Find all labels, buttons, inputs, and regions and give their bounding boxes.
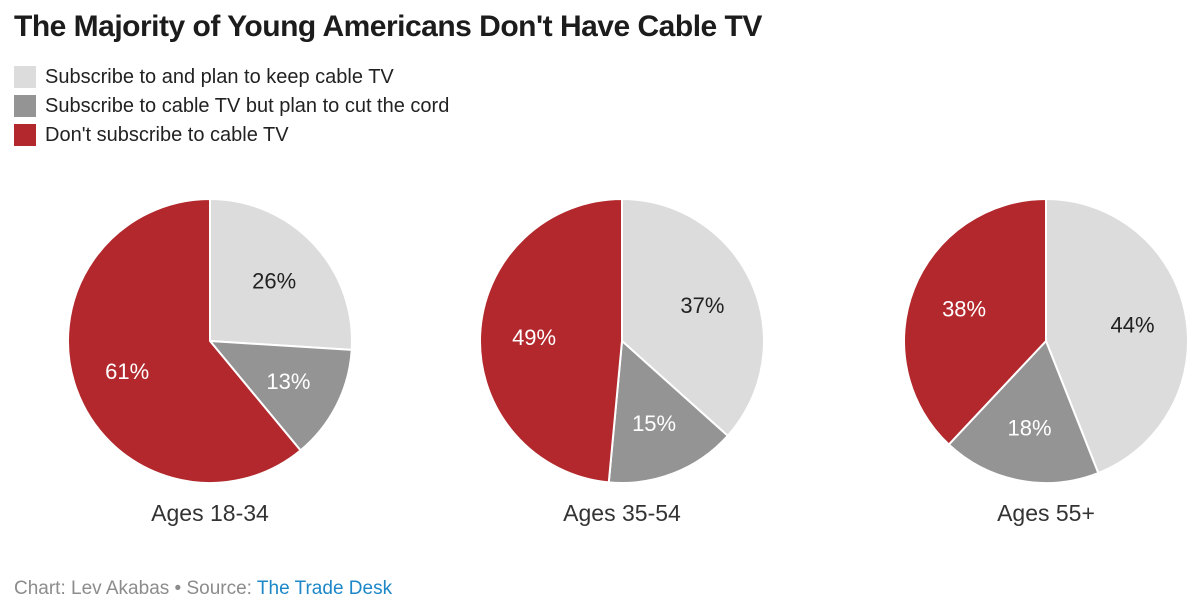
pie-figure-ages-18-34: 26% 13% 61% Ages 18-34 <box>65 196 355 527</box>
pie-slice-value-label: 15% <box>632 411 676 436</box>
source-link[interactable]: The Trade Desk <box>256 578 393 599</box>
pie-category-label: Ages 18-34 <box>151 500 269 526</box>
pie-slice-value-label: 18% <box>1007 416 1051 441</box>
pie-slice-value-label: 26% <box>252 269 296 294</box>
legend-item: Don't subscribe to cable TV <box>14 124 449 146</box>
legend-item: Subscribe to cable TV but plan to cut th… <box>14 95 449 117</box>
pie-slice-value-label: 37% <box>680 293 724 318</box>
pie-slice <box>607 340 729 484</box>
pie-slice-value-label: 38% <box>942 297 986 322</box>
separator: • <box>174 578 182 599</box>
pie-figure-ages-55-plus: 44% 18% 38% Ages 55+ <box>901 196 1191 527</box>
pie-slice-value-label: 49% <box>512 325 556 350</box>
pie-figure-ages-35-54: 37% 15% 49% Ages 35-54 <box>477 196 767 527</box>
legend-item: Subscribe to and plan to keep cable TV <box>14 66 449 88</box>
pie-slice <box>67 198 302 484</box>
pie-slice <box>621 198 765 437</box>
legend-swatch-no-subscribe-icon <box>14 124 36 146</box>
legend-label: Subscribe to and plan to keep cable TV <box>45 66 394 88</box>
pie-chart-ages-18-34: 26% 13% 61% <box>67 198 353 484</box>
attribution: Chart: Lev Akabas • Source: The Trade De… <box>14 578 392 600</box>
pie-slice <box>209 340 353 452</box>
pie-chart-ages-55-plus: 44% 18% 38% <box>903 198 1189 484</box>
chart-credit: Chart: Lev Akabas <box>14 578 170 599</box>
pie-chart-ages-35-54: 37% 15% 49% <box>479 198 765 484</box>
pie-slice <box>947 340 1100 484</box>
pie-slice-value-label: 61% <box>105 359 149 384</box>
page-title: The Majority of Young Americans Don't Ha… <box>14 10 762 43</box>
pie-slice <box>1045 198 1189 475</box>
pie-category-label: Ages 55+ <box>997 500 1095 526</box>
legend-label: Don't subscribe to cable TV <box>45 124 289 146</box>
pie-slice <box>479 198 623 484</box>
pie-slice-value-label: 13% <box>266 369 310 394</box>
legend: Subscribe to and plan to keep cable TV S… <box>14 66 449 153</box>
legend-swatch-keep-icon <box>14 66 36 88</box>
pie-slice-value-label: 44% <box>1110 313 1154 338</box>
pie-slice <box>903 198 1047 446</box>
pie-category-label: Ages 35-54 <box>563 500 681 526</box>
legend-swatch-cut-cord-icon <box>14 95 36 117</box>
legend-label: Subscribe to cable TV but plan to cut th… <box>45 95 450 117</box>
source-label: Source: <box>186 578 252 599</box>
pie-slice <box>209 198 353 351</box>
